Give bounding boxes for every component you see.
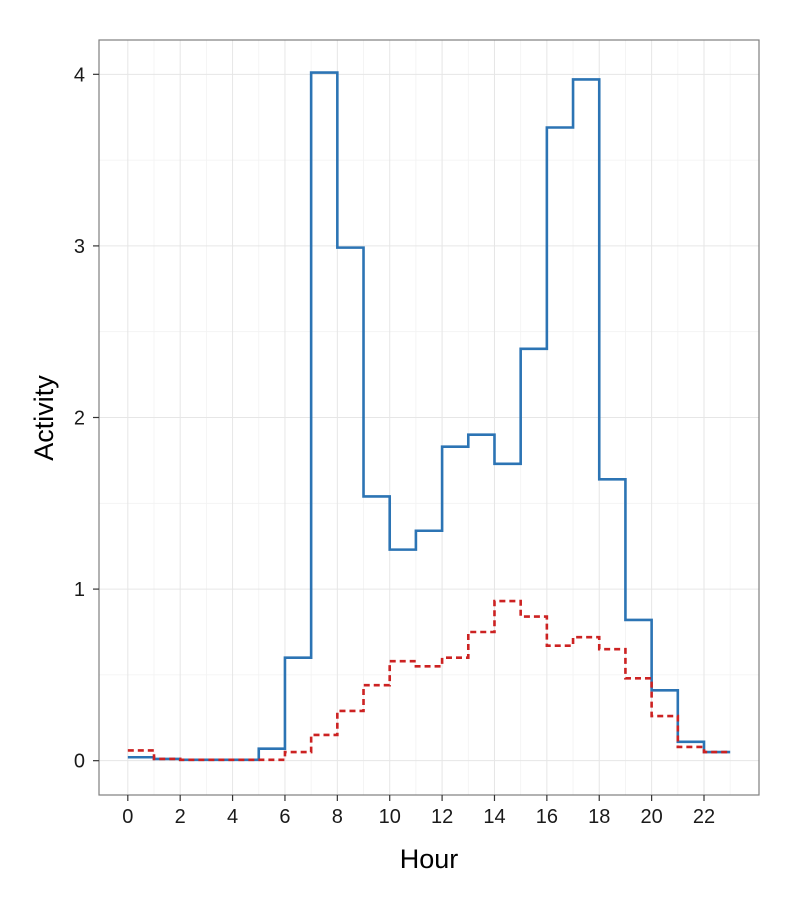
x-tick-label: 6	[279, 806, 290, 828]
y-tick-label: 3	[74, 236, 85, 258]
x-tick-label: 8	[332, 806, 343, 828]
x-tick-label: 16	[536, 806, 558, 828]
x-tick-label: 20	[640, 806, 662, 828]
y-tick-label: 1	[74, 579, 85, 601]
y-axis-title: Activity	[29, 375, 59, 461]
series-lines	[127, 71, 731, 762]
series-line-1	[127, 71, 731, 762]
x-tick-label: 22	[693, 806, 715, 828]
y-tick-label: 0	[74, 751, 85, 773]
y-axis: 0 1 2 3 4	[74, 64, 99, 773]
x-tick-label: 0	[122, 806, 133, 828]
x-axis: 0 2 4 6 8 10 12 14 16 18 20 22	[122, 795, 715, 828]
x-tick-label: 10	[379, 806, 401, 828]
x-tick-label: 12	[431, 806, 453, 828]
x-tick-label: 14	[483, 806, 505, 828]
y-tick-label: 2	[74, 408, 85, 430]
x-tick-label: 18	[588, 806, 610, 828]
y-tick-label: 4	[74, 64, 85, 86]
series-line-2	[127, 599, 731, 762]
x-axis-title: Hour	[400, 844, 459, 874]
x-tick-label: 4	[227, 806, 238, 828]
x-tick-label: 2	[175, 806, 186, 828]
